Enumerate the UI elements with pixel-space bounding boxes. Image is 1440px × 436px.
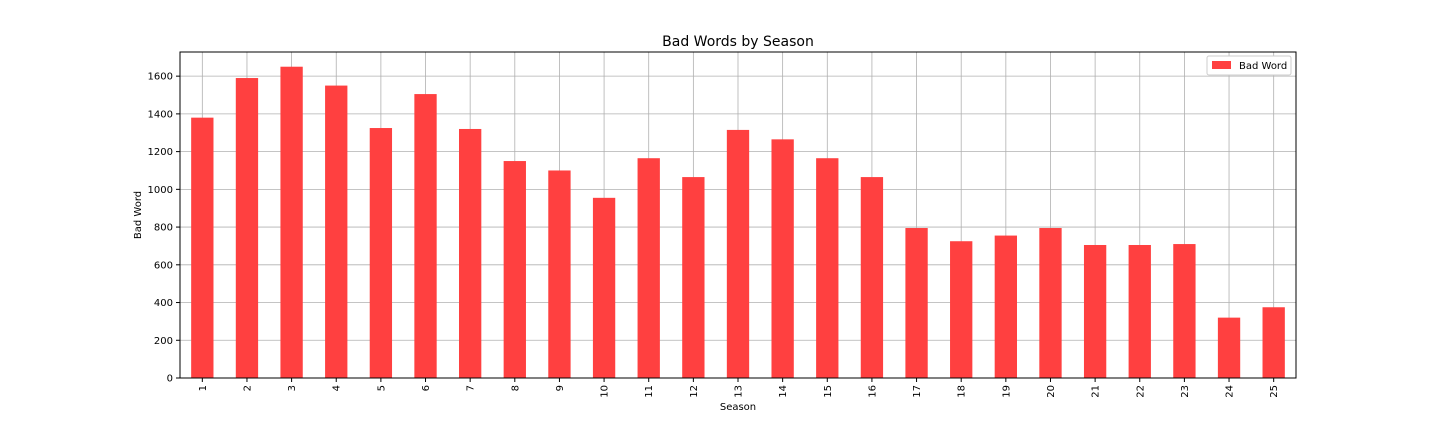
bar	[548, 170, 571, 378]
legend-swatch	[1212, 61, 1231, 69]
bar	[1262, 307, 1285, 378]
bar	[726, 129, 750, 378]
y-tick-label: 600	[154, 260, 173, 271]
bar	[592, 197, 616, 378]
x-tick-label: 3	[287, 385, 298, 391]
bar	[682, 177, 705, 378]
x-tick-label: 18	[957, 385, 968, 398]
x-tick-label: 23	[1180, 385, 1191, 398]
x-tick-label: 17	[912, 385, 923, 398]
x-tick-label: 10	[600, 385, 611, 398]
bar	[1083, 244, 1107, 378]
y-tick-label: 1200	[148, 147, 173, 158]
y-axis-label: Bad Word	[133, 191, 144, 239]
bar	[905, 228, 928, 378]
x-axis-ticks: 1 2 3 4 5 6 7 8 9 10 11 12 13 14 15 16 17 18 19 20 21 22 23 24 2…	[198, 378, 1280, 398]
chart-title: Bad Words by Season	[662, 34, 814, 50]
y-tick-label: 1000	[148, 185, 173, 196]
x-tick-label: 4	[332, 385, 343, 391]
x-tick-label: 11	[644, 385, 655, 398]
bar	[191, 117, 214, 379]
bar	[235, 78, 259, 378]
bar	[994, 235, 1017, 378]
x-tick-label: 16	[867, 385, 878, 398]
legend-label: Bad Word	[1239, 61, 1287, 72]
y-tick-label: 800	[154, 223, 173, 234]
x-tick-label: 13	[734, 385, 745, 398]
x-tick-label: 24	[1225, 385, 1236, 398]
y-tick-label: 1600	[148, 72, 173, 83]
x-tick-label: 14	[778, 385, 789, 398]
bar	[280, 66, 303, 379]
bar	[414, 94, 437, 378]
bar	[950, 241, 973, 378]
x-tick-label: 1	[198, 385, 209, 391]
legend-frame	[1206, 55, 1292, 76]
x-tick-label: 19	[1001, 385, 1012, 398]
y-axis-ticks: 0 200 400 600 800 1000 1200 1400 1600	[148, 72, 180, 385]
x-tick-label: 25	[1269, 385, 1280, 398]
x-tick-label: 20	[1046, 385, 1057, 398]
x-tick-label: 12	[689, 385, 700, 398]
x-tick-label: 9	[555, 385, 566, 391]
bar	[503, 161, 526, 378]
y-tick-label: 0	[167, 374, 173, 385]
x-tick-label: 22	[1135, 385, 1146, 398]
legend: Bad Word	[1206, 55, 1292, 76]
bar	[459, 128, 482, 378]
x-tick-label: 8	[510, 385, 521, 391]
bar	[637, 158, 660, 378]
bar	[771, 139, 794, 378]
x-axis-label: Season	[720, 402, 756, 413]
x-tick-label: 2	[242, 385, 253, 391]
bar	[860, 177, 884, 378]
bar	[816, 158, 839, 378]
y-tick-label: 400	[154, 298, 173, 309]
x-tick-label: 21	[1091, 385, 1102, 398]
x-tick-label: 5	[376, 385, 387, 391]
bar	[1128, 244, 1151, 378]
bar	[1173, 244, 1196, 378]
bar	[1217, 317, 1241, 378]
x-tick-label: 15	[823, 385, 834, 398]
x-tick-label: 7	[466, 385, 477, 391]
y-tick-label: 1400	[148, 109, 173, 120]
bar	[325, 85, 348, 378]
x-tick-label: 6	[421, 385, 432, 391]
y-tick-label: 200	[154, 336, 173, 347]
bar	[369, 128, 393, 378]
bars	[191, 66, 1285, 379]
bar	[1039, 228, 1062, 378]
